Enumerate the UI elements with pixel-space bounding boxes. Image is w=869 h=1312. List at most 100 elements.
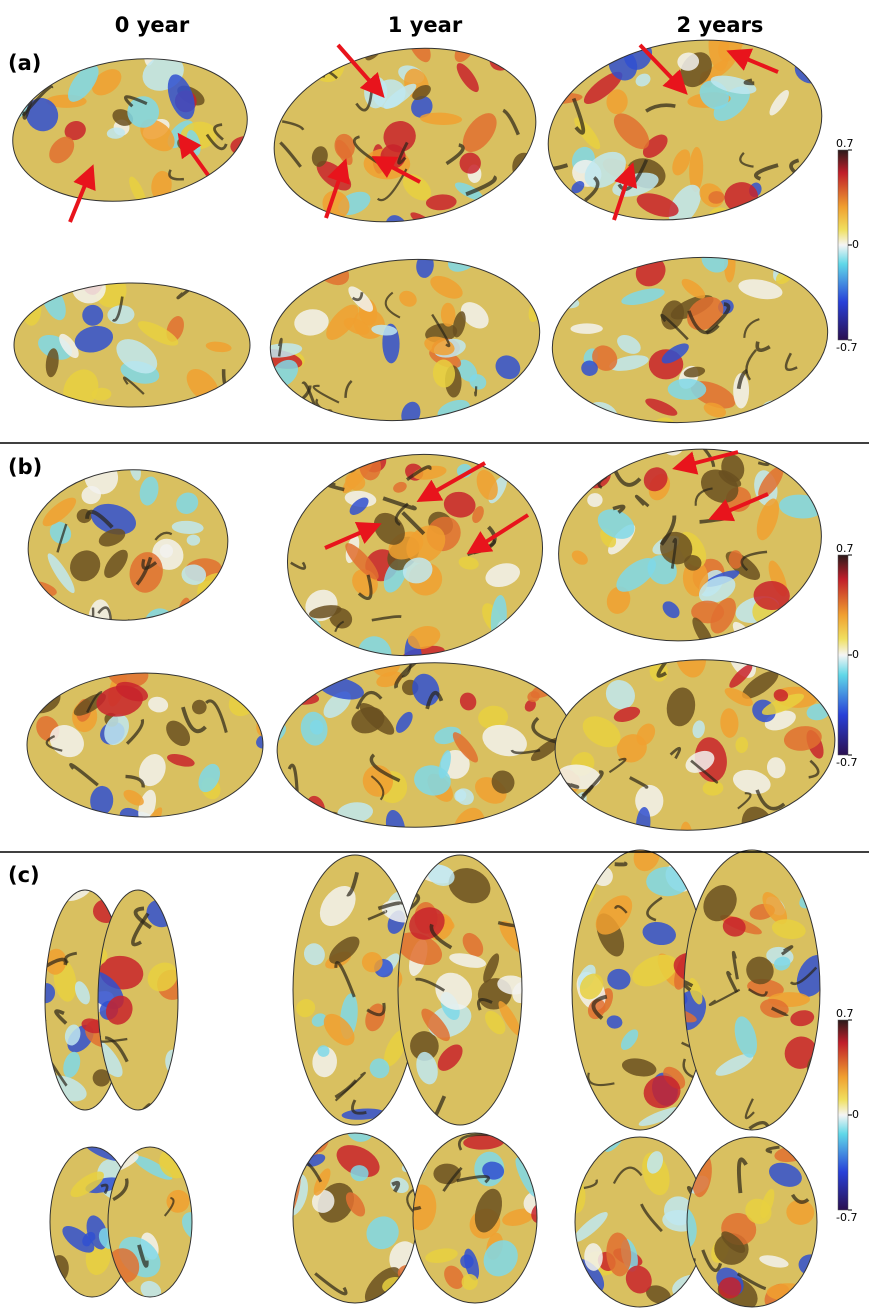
- brain-patch: [90, 785, 114, 816]
- sulcus: [176, 283, 212, 300]
- sulcus: [737, 792, 752, 810]
- brain-patch: [93, 216, 112, 234]
- sulcus: [753, 251, 787, 268]
- brain-patch: [313, 1168, 331, 1196]
- colorbar-tick-label: 0: [852, 648, 859, 661]
- brain-outline: [551, 256, 829, 424]
- brain-patch: [180, 817, 221, 843]
- brain-patch: [519, 655, 537, 658]
- brain-patch: [524, 699, 536, 712]
- brain-patch: [742, 670, 779, 699]
- brain-patch: [571, 414, 604, 434]
- arrow: [638, 43, 688, 95]
- brain-patch: [642, 921, 676, 946]
- sulcus: [465, 175, 497, 197]
- brain-patch: [311, 1189, 335, 1213]
- brain-patch: [104, 549, 128, 578]
- colorbar-tick-label: 0.7: [836, 137, 854, 150]
- sulcus: [277, 337, 283, 357]
- sulcus: [660, 313, 689, 341]
- brain-patch: [105, 995, 133, 1025]
- brain-patch: [81, 486, 101, 505]
- brain-base: [21, 461, 235, 629]
- brain-patch: [98, 1038, 123, 1078]
- arrow: [612, 162, 638, 221]
- colorbar-tick-label: -0.7: [836, 341, 857, 354]
- sulcus: [290, 561, 307, 570]
- colorbar: [837, 149, 849, 341]
- sulcus: [646, 896, 663, 922]
- brain-patch: [372, 831, 402, 835]
- brain-patch: [726, 246, 760, 252]
- sulcus: [780, 945, 794, 956]
- brain-patch: [100, 235, 143, 278]
- sulcus: [739, 152, 754, 168]
- sulcus: [433, 1133, 456, 1136]
- brain-patch: [685, 750, 715, 773]
- brain-patch: [587, 493, 603, 507]
- brain-patch: [703, 402, 727, 418]
- brain-patch: [425, 1248, 458, 1264]
- column-header: 0 year: [115, 13, 190, 37]
- brain-patch: [181, 1212, 192, 1242]
- brain-patch: [42, 497, 77, 527]
- brain-patch: [296, 999, 316, 1018]
- brain: [27, 673, 263, 843]
- sulcus: [397, 141, 409, 165]
- brain-patch: [671, 836, 712, 877]
- brain-patch: [689, 146, 704, 193]
- brain-patch: [621, 288, 665, 305]
- sulcus: [705, 302, 731, 335]
- brain-patch: [440, 302, 456, 327]
- brain-patch: [366, 1216, 399, 1250]
- brain-patch: [64, 121, 86, 141]
- brain-patch: [666, 687, 696, 727]
- sulcus: [126, 618, 148, 629]
- brain-patch: [495, 355, 521, 380]
- brain-patch: [80, 431, 122, 473]
- sulcus: [168, 169, 185, 181]
- brain-patch: [498, 1001, 522, 1036]
- sulcus: [357, 574, 373, 600]
- brain-patch: [198, 1198, 239, 1240]
- sulcus: [104, 1036, 129, 1063]
- brain-patch: [661, 343, 689, 364]
- sulcus: [205, 699, 228, 733]
- brain-patch: [433, 1163, 461, 1185]
- brain-patch: [461, 438, 485, 459]
- colorbar: [837, 1019, 849, 1211]
- brain-patch: [783, 726, 822, 751]
- sulcus: [137, 1244, 149, 1268]
- brain-patch: [734, 1016, 757, 1058]
- brain-patch: [635, 73, 651, 87]
- sulcus: [312, 384, 340, 404]
- brain-outline: [26, 672, 264, 818]
- brain-patch: [721, 222, 737, 241]
- brain-patch: [92, 1069, 111, 1087]
- sulcus: [344, 380, 353, 398]
- panel-label: (c): [8, 863, 40, 887]
- brain-patch: [402, 174, 432, 201]
- sulcus: [133, 906, 152, 930]
- sulcus: [670, 537, 678, 569]
- panel-label: (a): [8, 51, 41, 75]
- sulcus: [502, 108, 520, 136]
- brain-patch: [369, 1058, 390, 1079]
- sulcus: [572, 1084, 584, 1096]
- brain-patch: [729, 432, 761, 433]
- brain-patch: [759, 1255, 789, 1268]
- brain-patch: [74, 981, 90, 1005]
- brain-patch: [78, 248, 103, 273]
- sulcus: [125, 774, 145, 788]
- brain-patch: [104, 714, 129, 746]
- brain-outline: [269, 258, 541, 422]
- colorbar-tick-label: 0.7: [836, 542, 854, 555]
- brain-patch: [326, 304, 359, 340]
- sulcus: [281, 120, 305, 131]
- brain-patch: [668, 184, 701, 226]
- brain-patch: [138, 754, 166, 787]
- brain-patch: [581, 360, 598, 376]
- brain-patch: [722, 916, 746, 937]
- brain-patch: [478, 705, 508, 730]
- brain-patch: [50, 6, 91, 47]
